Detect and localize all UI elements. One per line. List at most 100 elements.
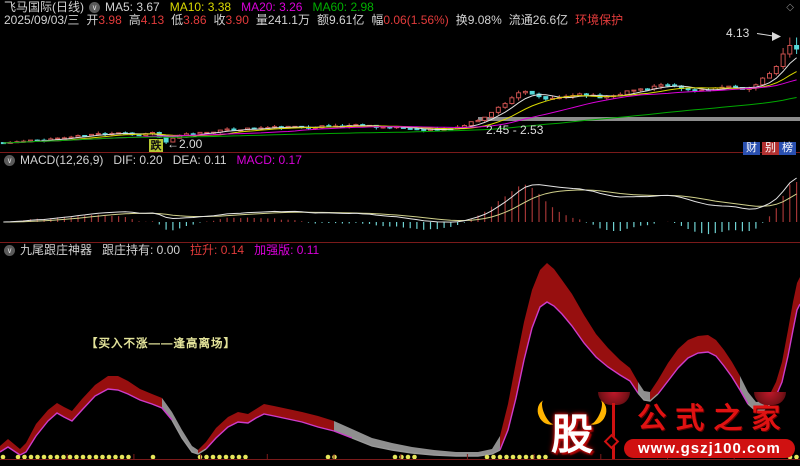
candle-body — [414, 128, 420, 131]
candle-body — [516, 92, 522, 99]
high-value: 4.13 — [140, 13, 165, 27]
candle-body — [197, 131, 203, 135]
axis-tick — [200, 454, 202, 459]
band-segment — [732, 362, 740, 390]
band-lower-line — [499, 301, 639, 451]
volume-label: 量 — [255, 13, 268, 27]
signal-dot — [392, 454, 398, 460]
band-segment — [572, 294, 584, 343]
ranking-button[interactable]: 别榜 — [762, 142, 796, 155]
band-segment — [508, 362, 516, 430]
collapse-icon[interactable]: ∨ — [89, 2, 100, 13]
change-value: 0.06(1.56%) — [383, 13, 449, 27]
signal-dot — [15, 454, 21, 460]
band-segment — [708, 335, 716, 356]
candle-body — [407, 127, 413, 130]
signal-dot — [204, 454, 209, 460]
band-segment — [678, 340, 688, 368]
signal-dot — [484, 454, 490, 460]
signal-dot — [100, 454, 105, 460]
candle-body — [522, 90, 528, 94]
band-segment — [562, 280, 572, 326]
band-segment — [140, 389, 152, 404]
indicator-collapse-icon[interactable]: ∨ — [4, 245, 15, 256]
date-value: 2025/09/03/三 — [4, 13, 80, 27]
band-segment — [238, 412, 248, 423]
band-segment — [95, 376, 108, 396]
low-label: 低 — [171, 13, 184, 27]
band-segment — [14, 444, 20, 455]
signal-dot — [119, 454, 125, 460]
signal-dot — [93, 454, 99, 460]
band-segment — [547, 263, 554, 306]
band-segment — [118, 376, 128, 394]
watermark-gu: 股 — [550, 412, 593, 459]
band-segment — [108, 376, 118, 390]
signal-dot — [325, 454, 331, 460]
band-segment — [524, 290, 532, 360]
band-segment — [688, 336, 698, 358]
corner-diamond-icon[interactable]: ◇ — [786, 2, 794, 13]
band-lower-line — [657, 351, 749, 405]
ma60-value: MA60: 2.98 — [312, 0, 374, 14]
axis-tick — [66, 454, 68, 459]
dea-value: DEA: 0.11 — [172, 153, 227, 167]
indicator-header: ∨ 九尾跟庄神器 跟庄持有: 0.00 拉升: 0.14 加强版: 0.11 — [4, 244, 329, 257]
price-high-label: 4.13 — [726, 26, 750, 40]
amount-value: 9.61亿 — [328, 13, 365, 27]
signal-dot — [197, 454, 203, 460]
signal-dot — [74, 454, 79, 460]
signal-dot — [28, 454, 34, 460]
candle-body — [224, 128, 230, 131]
indicator-title: 九尾跟庄神器 — [20, 243, 93, 257]
band-segment — [198, 442, 206, 454]
band-lower-line — [205, 413, 353, 450]
candle-body — [631, 89, 637, 92]
watermark-divider — [603, 403, 620, 459]
signal-dot — [230, 454, 235, 460]
signal-dot — [217, 454, 222, 460]
band-lower-line — [637, 392, 659, 402]
signal-dot — [41, 454, 47, 460]
candle-body — [733, 85, 739, 88]
signal-dot — [0, 454, 6, 460]
signal-dot — [54, 454, 60, 460]
lift-value: 拉升: 0.14 — [190, 243, 245, 257]
axis-tick — [600, 454, 602, 459]
candle-body — [780, 53, 786, 67]
dif-line — [3, 177, 797, 223]
macd-chart-svg — [3, 177, 798, 235]
axis-tick — [133, 454, 135, 459]
separator-macd-sub — [0, 242, 800, 243]
band-segment — [434, 450, 456, 456]
signal-dot — [517, 454, 522, 460]
macd-histogram — [9, 182, 798, 235]
signal-dot — [48, 454, 53, 460]
high-arrow — [756, 33, 774, 37]
band-segment — [492, 436, 500, 454]
plate-tag[interactable]: 环境保护 — [575, 13, 624, 27]
dif-value: DIF: 0.20 — [113, 153, 163, 167]
enhanced-value: 加强版: 0.11 — [254, 243, 320, 257]
ma10-value: MA10: 3.38 — [169, 0, 232, 14]
signal-dot — [236, 454, 242, 460]
float-value: 26.6亿 — [532, 13, 569, 27]
band-segment — [216, 417, 228, 438]
signal-dot — [113, 454, 118, 460]
bottom-axis — [0, 459, 800, 460]
signal-dot — [536, 454, 542, 460]
band-segment — [532, 270, 540, 328]
band-segment — [540, 263, 547, 307]
price-range-label: 2.45 - 2.53 — [486, 123, 544, 137]
range-band — [478, 117, 800, 121]
candle-body — [726, 85, 732, 88]
hold-value: 跟庄持有: 0.00 — [102, 243, 181, 257]
band-segment — [740, 376, 748, 404]
candle-body — [773, 66, 779, 75]
band-segment — [554, 269, 562, 314]
ma5-value: MA5: 3.67 — [105, 0, 160, 14]
finance-button[interactable]: 财 — [743, 142, 760, 155]
signal-dot — [510, 454, 516, 460]
band-segment — [26, 424, 36, 452]
macd-collapse-icon[interactable]: ∨ — [4, 155, 15, 166]
